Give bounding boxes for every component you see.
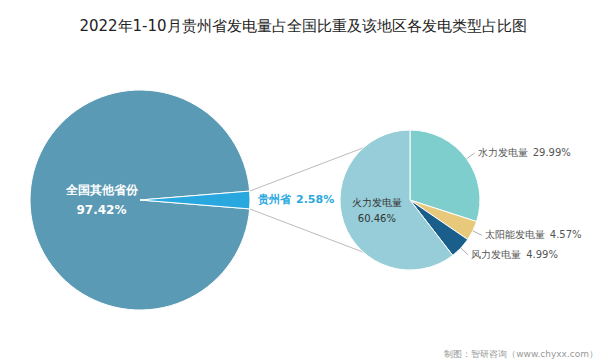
chart: 2022年1-10月贵州省发电量占全国比重及该地区各发电类型占比图全国其他省份 9… (0, 0, 606, 364)
slice (140, 191, 250, 209)
data-label: 60.46% (358, 213, 396, 224)
data-label: 97.42% (77, 203, 127, 217)
slice (340, 130, 453, 270)
pie-left (30, 90, 250, 310)
data-label: 29.99% (533, 147, 571, 158)
data-label: 4.99% (526, 249, 558, 260)
pie-right (340, 130, 480, 270)
leader-line (467, 153, 475, 159)
leader-line (473, 231, 482, 235)
footer: 制图：智研咨询（www.chyxx.com） (444, 349, 598, 359)
slice-label: 全国其他省份 (65, 183, 139, 197)
slice-label: 火力发电量 (352, 197, 402, 208)
slice-label: 水力发电量 (478, 147, 528, 158)
data-label: 2.58% (296, 193, 334, 206)
slice-label: 风力发电量 (471, 249, 521, 260)
slice (30, 90, 250, 310)
title: 2022年1-10月贵州省发电量占全国比重及该地区各发电类型占比图 (79, 17, 526, 35)
slice-label: 太阳能发电量 (485, 229, 545, 240)
data-label: 4.57% (550, 229, 582, 240)
slice-label: 贵州省 (257, 193, 292, 206)
leader-line (461, 248, 468, 255)
